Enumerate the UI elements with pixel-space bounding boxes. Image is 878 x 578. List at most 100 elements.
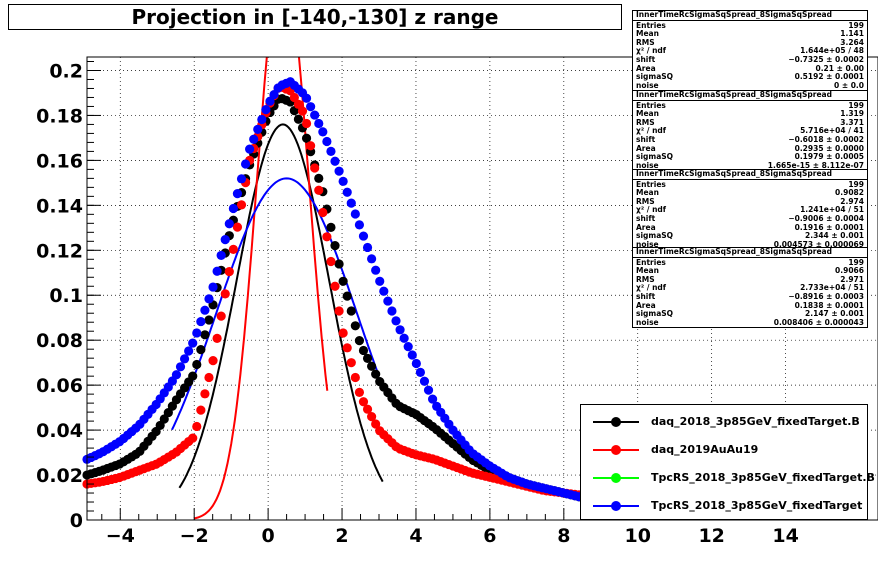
stats-row: Entries 199 [636, 179, 864, 190]
data-point [350, 372, 360, 383]
legend-label: TpcRS_2018_3p85GeV_fixedTarget [651, 499, 863, 512]
stats-row: sigmaSQ 0.1979 ± 0.0005 [636, 153, 864, 162]
stats-value: 0.008406 ± 0.000043 [773, 317, 864, 327]
data-point [232, 189, 243, 199]
stats-value: 199 [848, 100, 864, 110]
x-tick-label: 8 [557, 525, 570, 547]
stats-label: χ² / ndf [636, 126, 667, 136]
data-point [338, 276, 348, 286]
data-point [371, 369, 381, 379]
data-point [192, 328, 202, 338]
x-tick-label: 2 [335, 525, 348, 547]
data-point [232, 222, 243, 232]
data-point [354, 336, 365, 346]
data-point [330, 281, 340, 291]
x-tick-label: 14 [772, 525, 798, 547]
data-point [322, 232, 332, 242]
stats-row: χ² / ndf 1.644e+05 / 48 [636, 47, 864, 56]
fit-curve [171, 177, 379, 431]
x-tick-label: 0 [261, 525, 274, 547]
stats-row: Mean 1.141 [636, 30, 864, 39]
legend-label: daq_2018_3p85GeV_fixedTarget.B [651, 415, 860, 428]
data-point [310, 110, 320, 120]
stats-row: Mean 0.9066 [636, 267, 864, 276]
y-tick-label: 0.06 [36, 375, 83, 397]
data-point [257, 114, 267, 125]
data-point [289, 92, 299, 103]
x-tick-label: −2 [180, 525, 209, 547]
data-point [346, 358, 356, 368]
data-point [261, 104, 271, 115]
stats-value: 2.974 [840, 196, 864, 206]
data-point [358, 397, 369, 407]
stats-row: noise 0.008406 ± 0.000043 [636, 317, 864, 328]
stats-label: sigmaSQ [636, 72, 674, 82]
y-tick-label: 0.12 [36, 240, 83, 262]
stats-header: InnerTimeRcSigmaSqSpread_8SigmaSqSpread [633, 91, 867, 101]
stats-label: sigmaSQ [636, 231, 674, 241]
data-point [196, 345, 206, 355]
stats-value: 0.21 ± 0.00 [815, 63, 864, 73]
stats-value: 0.1979 ± 0.0005 [794, 152, 864, 162]
data-point [367, 361, 377, 371]
y-tick-label: 0.08 [36, 330, 83, 352]
data-point [326, 256, 336, 267]
stats-label: shift [636, 54, 656, 64]
data-point [318, 127, 328, 137]
chart-title: Projection in [-140,-130] z range [8, 4, 622, 30]
stats-value: 1.319 [840, 109, 864, 119]
fit-curves [171, 57, 384, 520]
stats-value: 199 [848, 20, 864, 30]
stats-label: noise [636, 80, 659, 90]
stats-row: sigmaSQ 2.344 ± 0.001 [636, 232, 864, 241]
stats-box: InnerTimeRcSigmaSqSpread_8SigmaSqSpread E… [632, 90, 868, 172]
legend-item: daq_2018_3p85GeV_fixedTarget.B [581, 410, 867, 434]
data-point [342, 291, 352, 301]
x-tick-label: 6 [483, 525, 496, 547]
data-point [387, 306, 397, 316]
data-point [415, 367, 426, 377]
data-point [314, 185, 324, 195]
stats-value: −0.9006 ± 0.0004 [788, 213, 864, 223]
stats-value: 1.665e-15 ± 8.112e-07 [767, 160, 864, 170]
axis-ticks [87, 60, 878, 521]
data-point [411, 358, 421, 369]
stats-row: noise 0.004573 ± 0.000069 [636, 239, 864, 250]
data-point [192, 359, 202, 370]
data-point [318, 207, 328, 218]
data-point [362, 404, 373, 414]
stats-label: RMS [636, 117, 655, 127]
data-point [236, 174, 247, 184]
data-point [216, 250, 226, 261]
data-point [236, 200, 247, 210]
data-point [346, 198, 356, 208]
data-point [314, 173, 324, 183]
data-point [269, 90, 279, 100]
stats-value: 199 [848, 257, 864, 267]
data-point [200, 389, 210, 399]
y-tick-label: 0.02 [36, 465, 83, 487]
data-point [297, 106, 308, 116]
stats-row: Mean 1.319 [636, 110, 864, 119]
legend-item: daq_2019AuAu19 [581, 438, 867, 462]
data-point [395, 325, 405, 335]
data-point [383, 296, 393, 306]
stats-value: 0.004573 ± 0.000069 [773, 239, 864, 249]
stats-value: 0.9066 [835, 266, 864, 276]
data-point [188, 338, 198, 348]
legend-item: TpcRS_2018_3p85GeV_fixedTarget.B [581, 466, 875, 490]
stats-value: 199 [848, 179, 864, 189]
legend-marker [611, 501, 621, 511]
y-tick-labels: 0 0.02 0.04 0.06 0.08 0.1 0.12 0.14 0.16 0.18 0.2 [36, 60, 83, 532]
stats-header: InnerTimeRcSigmaSqSpread_8SigmaSqSpread [633, 170, 867, 180]
data-point [342, 343, 352, 353]
data-point [301, 93, 312, 103]
data-point [314, 118, 324, 129]
data-point [342, 187, 352, 197]
data-point [428, 394, 438, 404]
data-point [208, 356, 218, 366]
data-point [293, 114, 304, 124]
stats-label: shift [636, 213, 656, 223]
stats-header: InnerTimeRcSigmaSqSpread_8SigmaSqSpread [633, 248, 867, 258]
data-point [200, 330, 210, 340]
